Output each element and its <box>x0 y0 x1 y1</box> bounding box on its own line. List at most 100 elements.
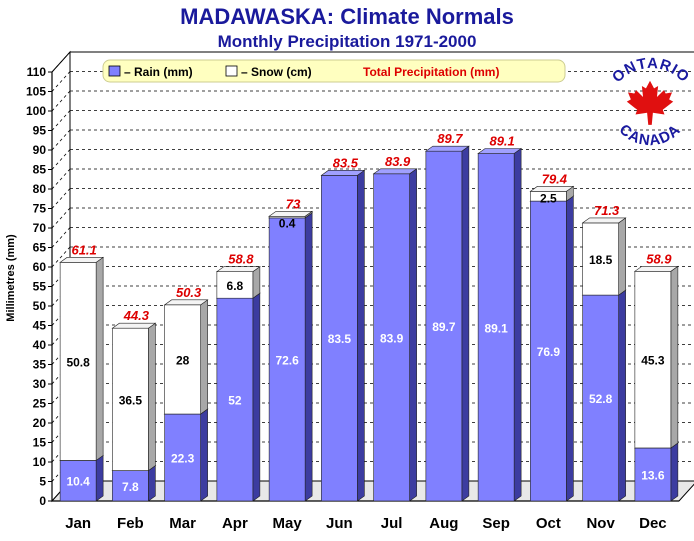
rain-bar-top <box>372 168 418 175</box>
snow-bar <box>163 299 209 415</box>
total-value-label: 58.8 <box>228 252 254 267</box>
gridline-side <box>51 51 71 73</box>
total-value-label: 89.1 <box>489 134 514 149</box>
x-tick-label: Jul <box>381 515 403 532</box>
rain-bar-top <box>424 145 470 152</box>
y-tick-label: 50 <box>33 299 47 313</box>
rain-bar-top <box>477 148 523 154</box>
maple-leaf-icon <box>626 80 674 125</box>
x-tick-label: Dec <box>639 515 667 532</box>
snow-bar-top <box>163 299 209 306</box>
rain-bar-front <box>425 150 463 502</box>
x-tick-label: Mar <box>169 515 196 532</box>
rain-bar-front <box>59 460 97 502</box>
rain-value-label: 89.7 <box>432 320 456 334</box>
rain-bar <box>372 168 418 502</box>
rain-bar-front <box>634 447 672 502</box>
chart-title: MADAWASKA: Climate Normals <box>180 4 514 29</box>
snow-bar-top <box>59 257 105 263</box>
y-tick-label: 110 <box>27 65 47 79</box>
snow-value-label: 36.5 <box>119 393 143 407</box>
y-tick-label: 60 <box>33 260 47 274</box>
snow-value-label: 45.3 <box>641 354 665 368</box>
snow-bar-side <box>148 322 156 472</box>
total-value-label: 89.7 <box>437 131 463 146</box>
gridline-side <box>51 149 71 170</box>
y-tick-label: 95 <box>33 124 47 138</box>
y-tick-label: 85 <box>33 163 47 177</box>
snow-bar <box>111 322 157 472</box>
rain-bar-top <box>320 170 366 176</box>
x-tick-label: Sep <box>482 515 510 532</box>
snow-bar-front <box>164 304 201 415</box>
snow-bar-top <box>215 266 261 272</box>
total-value-label: 61.1 <box>71 242 96 257</box>
snow-bar-top <box>268 211 314 217</box>
rain-bar <box>477 147 523 502</box>
gridline-side <box>51 71 71 92</box>
y-axis-label: Millimetres (mm) <box>5 234 17 322</box>
gridline-side <box>51 207 71 229</box>
snow-value-label: 6.8 <box>227 279 244 293</box>
rain-value-label: 10.4 <box>66 475 90 489</box>
snow-bar-side <box>95 256 104 462</box>
y-tick-label: 25 <box>33 397 47 411</box>
y-tick-label: 20 <box>33 416 47 430</box>
x-tick-label: Jan <box>65 515 91 532</box>
y-tick-label: 45 <box>33 319 47 333</box>
x-tick-label: Jun <box>326 515 353 532</box>
chart-subtitle: Monthly Precipitation 1971-2000 <box>217 32 477 51</box>
rain-bar-front <box>321 175 358 502</box>
y-tick-label: 105 <box>26 85 46 99</box>
y-tick-label: 15 <box>33 436 47 450</box>
rain-value-label: 83.5 <box>328 332 352 346</box>
total-value-label: 83.5 <box>333 155 359 170</box>
y-tick-label: 5 <box>39 475 46 489</box>
rain-bar-front <box>530 200 567 502</box>
snow-bar <box>215 266 261 299</box>
rain-bar-front <box>373 173 410 502</box>
rain-bar-front <box>112 470 149 502</box>
x-tick-label: Oct <box>536 515 561 532</box>
total-value-label: 73 <box>286 196 301 211</box>
rain-value-label: 83.9 <box>380 331 404 345</box>
rain-bar-front <box>477 153 515 502</box>
rain-bar-front <box>164 413 201 502</box>
snow-bar-top <box>633 265 679 272</box>
total-value-label: 71.3 <box>594 203 620 218</box>
y-tick-label: 70 <box>33 221 47 235</box>
gridline-side <box>51 227 71 248</box>
rain-bar-front <box>268 217 306 502</box>
gridline-side <box>51 168 71 190</box>
y-tick-label: 90 <box>33 143 47 157</box>
rain-value-label: 76.9 <box>537 345 561 359</box>
snow-bar-front <box>634 270 672 449</box>
y-tick-label: 75 <box>33 202 47 216</box>
rain-value-label: 7.8 <box>122 480 139 494</box>
legend-snow-swatch <box>225 65 238 77</box>
x-tick-label: Nov <box>586 515 615 532</box>
x-tick-label: Apr <box>222 515 248 532</box>
rain-bar <box>163 408 209 502</box>
gridline-side <box>51 188 71 209</box>
rain-bar-side <box>252 292 261 502</box>
y-tick-label: 80 <box>33 182 47 196</box>
snow-bar <box>59 256 105 462</box>
legend-total-label: Total Precipitation (mm) <box>363 65 499 79</box>
snow-value-label: 0.4 <box>279 216 296 230</box>
snow-bar <box>529 185 575 202</box>
y-axis: 0 5 10 15 20 25 30 35 40 45 50 55 60 65 70 75 80 85 90 95 10… <box>26 65 679 508</box>
legend: – Rain (mm) – Snow (cm) Total Precipitat… <box>102 59 566 83</box>
total-value-label: 44.3 <box>123 308 150 323</box>
y-tick-label: 65 <box>33 241 47 255</box>
snow-bar-side <box>670 265 679 449</box>
y-tick-label: 30 <box>33 377 47 391</box>
rain-bar-side <box>148 464 156 502</box>
rain-bar-side <box>513 147 522 502</box>
snow-value-label: 18.5 <box>589 253 613 267</box>
snow-bar <box>268 210 314 219</box>
snow-bar-side <box>252 266 261 299</box>
snow-bar <box>581 217 627 296</box>
y-tick-label: 10 <box>33 455 47 469</box>
